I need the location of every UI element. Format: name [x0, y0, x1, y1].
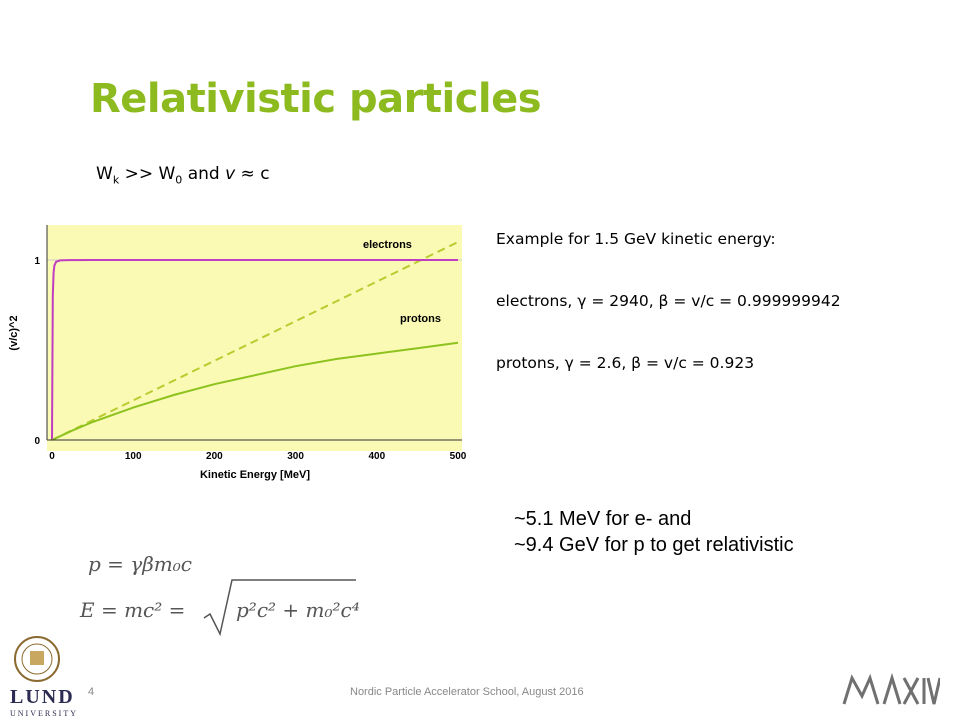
- x-tick-label: 500: [450, 451, 467, 462]
- legend-electrons: electrons: [363, 239, 412, 251]
- max-iv-logo: [842, 672, 940, 705]
- reference-dashed-line: [51, 241, 459, 441]
- threshold-note: ~5.1 MeV for e- and ~9.4 GeV for p to ge…: [514, 506, 794, 558]
- page-number: 4: [88, 686, 95, 698]
- sqrt-sign: [203, 579, 356, 637]
- example-protons: protons, γ = 2.6, β = v/c = 0.923: [496, 354, 755, 372]
- y-tick-label: 1: [34, 256, 40, 267]
- footer-text: Nordic Particle Accelerator School, Augu…: [350, 686, 584, 698]
- x-axis-label: Kinetic Energy [MeV]: [200, 469, 310, 481]
- y-axis-label: (v/c)^2: [8, 315, 20, 350]
- x-tick-label: 100: [125, 451, 142, 462]
- lund-logo-line1: LUND: [10, 686, 75, 708]
- x-tick-label: 0: [49, 451, 55, 462]
- lund-seal-logo: [14, 636, 60, 682]
- momentum-formula: p = γβm₀c: [88, 552, 192, 576]
- energy-formula-lhs: E = mc² =: [80, 598, 186, 622]
- protons-line: [51, 341, 459, 441]
- example-electrons: electrons, γ = 2940, β = v/c = 0.9999999…: [496, 292, 841, 310]
- energy-formula-rhs: p²c² + m₀²c⁴: [236, 598, 360, 622]
- y-tick-label: 0: [34, 436, 40, 447]
- electrons-line: [51, 259, 458, 441]
- lund-logo-line2: UNIVERSITY: [10, 709, 78, 718]
- note-line-2: ~9.4 GeV for p to get relativistic: [514, 534, 794, 556]
- legend-protons: protons: [400, 313, 441, 325]
- relativistic-condition: Wk >> W0 and v ≈ c: [96, 164, 270, 187]
- velocity-energy-chart: 0 100 200 300 400 500 0 1 electrons protons Ki…: [8, 225, 467, 481]
- lund-university-logo: LUND UNIVERSITY: [10, 686, 78, 718]
- x-tick-label: 400: [368, 451, 385, 462]
- note-line-1: ~5.1 MeV for e- and: [514, 508, 692, 530]
- x-tick-label: 200: [206, 451, 223, 462]
- slide-title: Relativistic particles: [90, 76, 542, 122]
- example-heading: Example for 1.5 GeV kinetic energy:: [496, 230, 776, 248]
- x-tick-label: 300: [287, 451, 304, 462]
